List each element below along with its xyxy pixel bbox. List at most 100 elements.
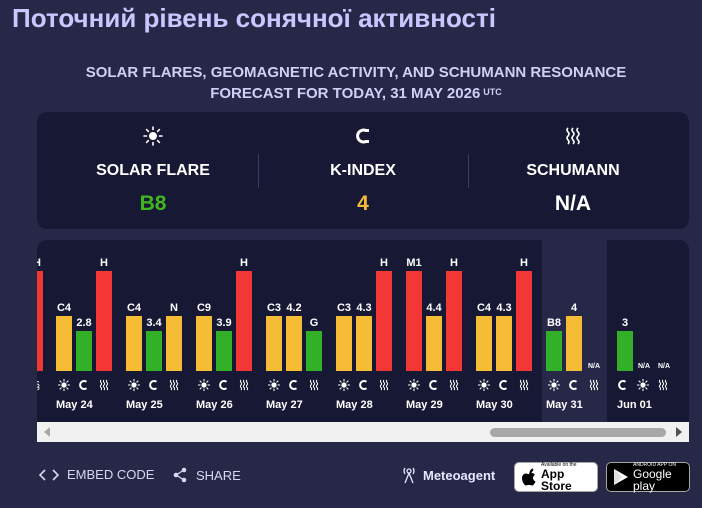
flare-bar-label: C3 xyxy=(267,302,281,314)
flare-bar-label: C4 xyxy=(477,302,492,314)
scrollbar-thumb[interactable] xyxy=(490,428,666,437)
waves-icon xyxy=(525,379,529,391)
sun-rays-icon xyxy=(407,378,421,392)
apple-icon xyxy=(521,468,537,486)
waves-icon xyxy=(455,379,459,391)
magnet-icon xyxy=(149,380,158,390)
magnet-icon xyxy=(569,380,578,390)
scroll-right-arrow-icon[interactable] xyxy=(671,422,687,442)
partial-waves-icon: § xyxy=(37,380,40,392)
code-icon xyxy=(39,468,59,481)
kindex-bar-label: 4.2 xyxy=(286,302,301,314)
date-label: May 28 xyxy=(336,399,373,411)
sun-rays-icon xyxy=(547,378,561,392)
flare-bar xyxy=(126,316,142,371)
google-play-small-text: ANDROID APP ON xyxy=(633,461,676,468)
kindex-bar-label: 4.3 xyxy=(496,302,511,314)
flare-bar-label: C4 xyxy=(57,302,72,314)
waves-icon xyxy=(382,379,386,391)
forecast-date-text: FORECAST FOR TODAY, 31 MAY 2026 xyxy=(210,85,481,102)
waves-icon xyxy=(245,379,249,391)
schumann-bar xyxy=(446,271,462,371)
sun-icon xyxy=(411,382,417,388)
kindex-bar xyxy=(146,331,162,371)
kindex-bar xyxy=(286,316,302,371)
waves-icon xyxy=(315,379,319,391)
schumann-bar-label: N/A xyxy=(588,363,600,370)
waves-icon xyxy=(592,379,596,391)
share-label: SHARE xyxy=(196,467,241,483)
kindex-bar xyxy=(426,316,442,371)
kindex-bar-label: 3.4 xyxy=(146,317,162,329)
kindex-bar-label: 4.4 xyxy=(426,302,442,314)
schumann-bar xyxy=(236,271,252,371)
sun-icon xyxy=(201,382,207,388)
waves-icon xyxy=(309,379,313,391)
sun-icon xyxy=(131,382,137,388)
partial-schumann-label: H xyxy=(37,257,41,269)
kindex-bar-label: 3.9 xyxy=(216,317,231,329)
magnet-icon xyxy=(499,380,508,390)
flare-bar xyxy=(266,316,282,371)
kindex-bar xyxy=(216,331,232,371)
magnet-icon xyxy=(257,126,469,146)
waves-icon xyxy=(658,379,662,391)
sun-icon xyxy=(551,382,557,388)
waves-icon xyxy=(595,379,599,391)
app-store-badge[interactable]: Available on the App Store xyxy=(514,462,598,492)
partial-schumann-bar xyxy=(37,271,43,371)
date-label: May 30 xyxy=(476,399,513,411)
history-chart[interactable]: H § C4 2.8 H May 24 C4 3.4 N May 25 C9 3.9 H May 26 C3… xyxy=(37,240,689,422)
waves-icon xyxy=(169,379,173,391)
date-label: May 31 xyxy=(546,399,583,411)
flare-bar xyxy=(56,316,72,371)
waves-icon xyxy=(519,379,523,391)
horizontal-scrollbar[interactable] xyxy=(37,422,689,442)
waves-icon xyxy=(379,379,383,391)
waves-icon xyxy=(102,379,106,391)
schumann-label: SCHUMANN xyxy=(526,162,620,179)
forecast-flare-label: N/A xyxy=(638,363,650,370)
date-label: May 29 xyxy=(406,399,443,411)
waves-icon xyxy=(312,379,316,391)
kindex-bar-label: 4.3 xyxy=(356,302,371,314)
schumann-bar xyxy=(376,271,392,371)
meteoagent-link[interactable]: Meteoagent xyxy=(402,466,495,484)
magnet-icon xyxy=(289,380,298,390)
schumann-bar xyxy=(306,331,322,371)
magnet-icon xyxy=(219,380,228,390)
sun-icon xyxy=(640,382,646,388)
flare-bar xyxy=(196,316,212,371)
kindex-bar xyxy=(76,331,92,371)
meteoagent-label: Meteoagent xyxy=(423,467,496,483)
kindex-bar-label: 4 xyxy=(571,302,578,314)
sun-icon xyxy=(341,382,347,388)
waves-icon xyxy=(242,379,246,391)
waves-icon xyxy=(589,379,593,391)
embed-code-button[interactable]: EMBED CODE xyxy=(39,467,154,482)
schumann-bar xyxy=(96,271,112,371)
waves-icon xyxy=(661,379,665,391)
solar-flare-summary: SOLAR FLARE B8 xyxy=(47,112,259,229)
sun-icon xyxy=(481,382,487,388)
flare-bar xyxy=(546,331,562,371)
waves-icon xyxy=(239,379,243,391)
subtitle: SOLAR FLARES, GEOMAGNETIC ACTIVITY, AND … xyxy=(38,62,674,104)
share-button[interactable]: SHARE xyxy=(172,467,241,483)
schumann-bar-label: N xyxy=(170,302,178,314)
timezone-label: UTC xyxy=(483,87,502,97)
divider xyxy=(258,154,259,188)
sun-rays-icon xyxy=(267,378,281,392)
scroll-left-arrow-icon[interactable] xyxy=(39,422,55,442)
schumann-value: N/A xyxy=(554,192,592,215)
waves-icon xyxy=(105,379,109,391)
kindex-bar xyxy=(356,316,372,371)
schumann-summary: SCHUMANN N/A xyxy=(467,112,679,229)
current-summary-panel: SOLAR FLARE B8 K-INDEX 4 SCHUMANN N/ xyxy=(37,112,689,229)
google-play-badge[interactable]: ANDROID APP ON Google play xyxy=(606,462,690,492)
schumann-bar-label: H xyxy=(380,257,388,269)
waves-icon xyxy=(175,379,179,391)
flare-bar-label: C4 xyxy=(127,302,142,314)
kindex-bar xyxy=(566,316,582,371)
date-label: May 27 xyxy=(266,399,303,411)
